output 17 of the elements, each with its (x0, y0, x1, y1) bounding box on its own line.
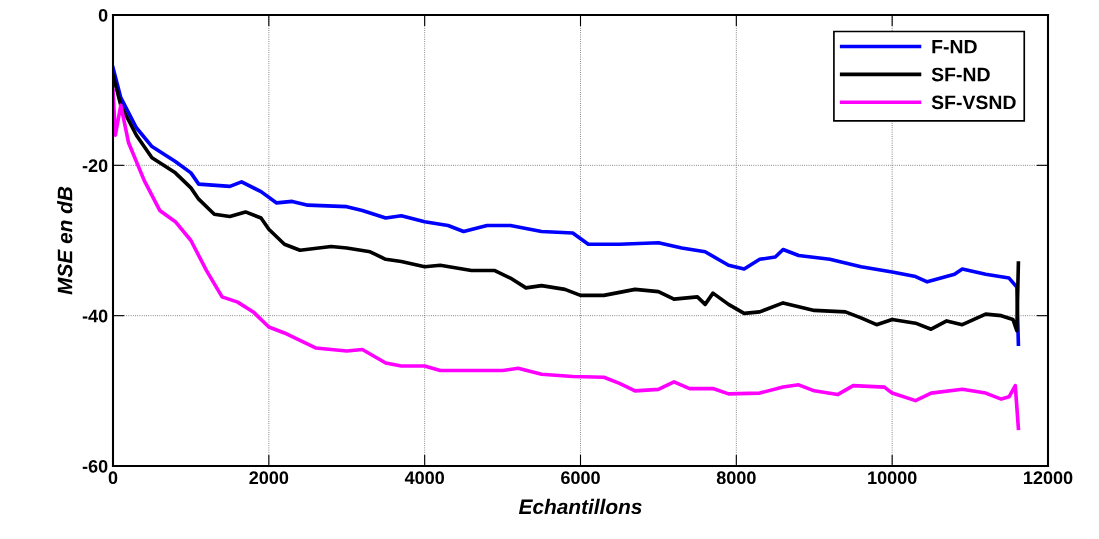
y-tick-label: -60 (82, 459, 108, 473)
x-tick-label: 6000 (561, 471, 600, 485)
legend-label: SF-ND (931, 67, 990, 82)
x-tick-label: 2000 (249, 471, 289, 485)
x-axis-title: Echantillons (518, 498, 642, 515)
y-tick-label: 0 (98, 8, 108, 22)
x-tick-label: 12000 (1024, 471, 1073, 485)
y-tick-label: -20 (82, 159, 108, 173)
y-axis-title: MSE en dB (57, 186, 73, 295)
x-tick-label: 4000 (404, 471, 445, 485)
legend-label: SF-VSND (931, 95, 1016, 110)
x-tick-label: 10000 (868, 471, 917, 485)
line-series (113, 88, 1021, 431)
y-tick-label: -40 (82, 309, 108, 323)
x-tick-label: 0 (108, 471, 118, 485)
x-tick-label: 8000 (716, 471, 756, 485)
legend-label: F-ND (932, 39, 977, 54)
